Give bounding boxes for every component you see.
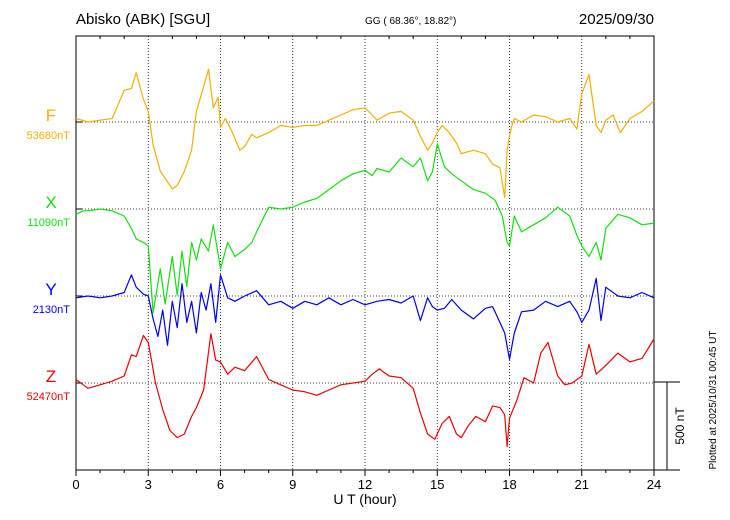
grid-lines	[76, 36, 654, 470]
series-f-line	[75, 68, 655, 199]
x-tick-label: 15	[430, 477, 444, 492]
x-tick-label: 0	[72, 477, 79, 492]
x-tick-label: 3	[145, 477, 152, 492]
chart-title: Abisko (ABK) [SGU]	[76, 11, 210, 28]
scale-bar-label: 500 nT	[673, 407, 687, 445]
series-y-name: Y	[45, 280, 56, 299]
series-y-baseline: 2130nT	[33, 304, 71, 316]
x-tick-label: 21	[575, 477, 589, 492]
series-x-line	[75, 143, 655, 314]
x-tick-label: 6	[217, 477, 224, 492]
series-x-baseline: 11090nT	[27, 217, 70, 229]
x-tick-label: 24	[647, 477, 661, 492]
x-axis-label: U T (hour)	[333, 491, 396, 507]
date-label: 2025/09/30	[579, 11, 654, 28]
series-x-name: X	[45, 193, 56, 212]
series-lines	[75, 68, 655, 447]
series-f-name: F	[46, 106, 56, 125]
coordinates-label: GG ( 68.36°, 18.82°)	[365, 16, 456, 27]
series-labels: F 53680nT X 11090nT Y 2130nT Z 52470nT	[27, 106, 71, 403]
x-tick-label: 18	[502, 477, 516, 492]
x-tick-label: 12	[358, 477, 372, 492]
series-y-line	[75, 274, 655, 360]
x-axis-ticks: 0 3 6 9 12 15 18 21 24	[72, 36, 661, 492]
scale-bar: 500 nT	[654, 381, 687, 471]
plotted-at-label: Plotted at 2025/10/31 00:45 UT	[708, 331, 719, 470]
series-z-baseline: 52470nT	[27, 391, 71, 403]
series-f-baseline: 53680nT	[27, 130, 71, 142]
series-z-line	[75, 333, 655, 447]
series-z-name: Z	[46, 367, 56, 386]
x-tick-label: 9	[289, 477, 296, 492]
